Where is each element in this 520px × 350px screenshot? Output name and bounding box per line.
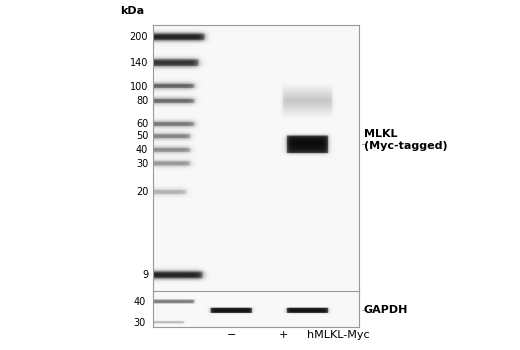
Text: 140: 140 xyxy=(130,58,148,68)
Text: 40: 40 xyxy=(136,145,148,155)
Text: +: + xyxy=(279,330,288,340)
Text: 200: 200 xyxy=(129,32,148,42)
Text: 100: 100 xyxy=(130,82,148,92)
Text: 20: 20 xyxy=(136,187,148,197)
Text: hMLKL-Myc: hMLKL-Myc xyxy=(307,330,369,340)
Text: 9: 9 xyxy=(142,270,148,280)
Text: kDa: kDa xyxy=(121,6,145,16)
Text: GAPDH: GAPDH xyxy=(364,306,408,315)
Text: 30: 30 xyxy=(136,159,148,169)
Text: 50: 50 xyxy=(136,131,148,141)
Text: MLKL
(Myc-tagged): MLKL (Myc-tagged) xyxy=(364,129,448,151)
Text: 80: 80 xyxy=(136,96,148,106)
Text: −: − xyxy=(227,330,236,340)
Text: 60: 60 xyxy=(136,119,148,129)
Text: 40: 40 xyxy=(133,297,146,307)
Text: 30: 30 xyxy=(133,318,146,328)
